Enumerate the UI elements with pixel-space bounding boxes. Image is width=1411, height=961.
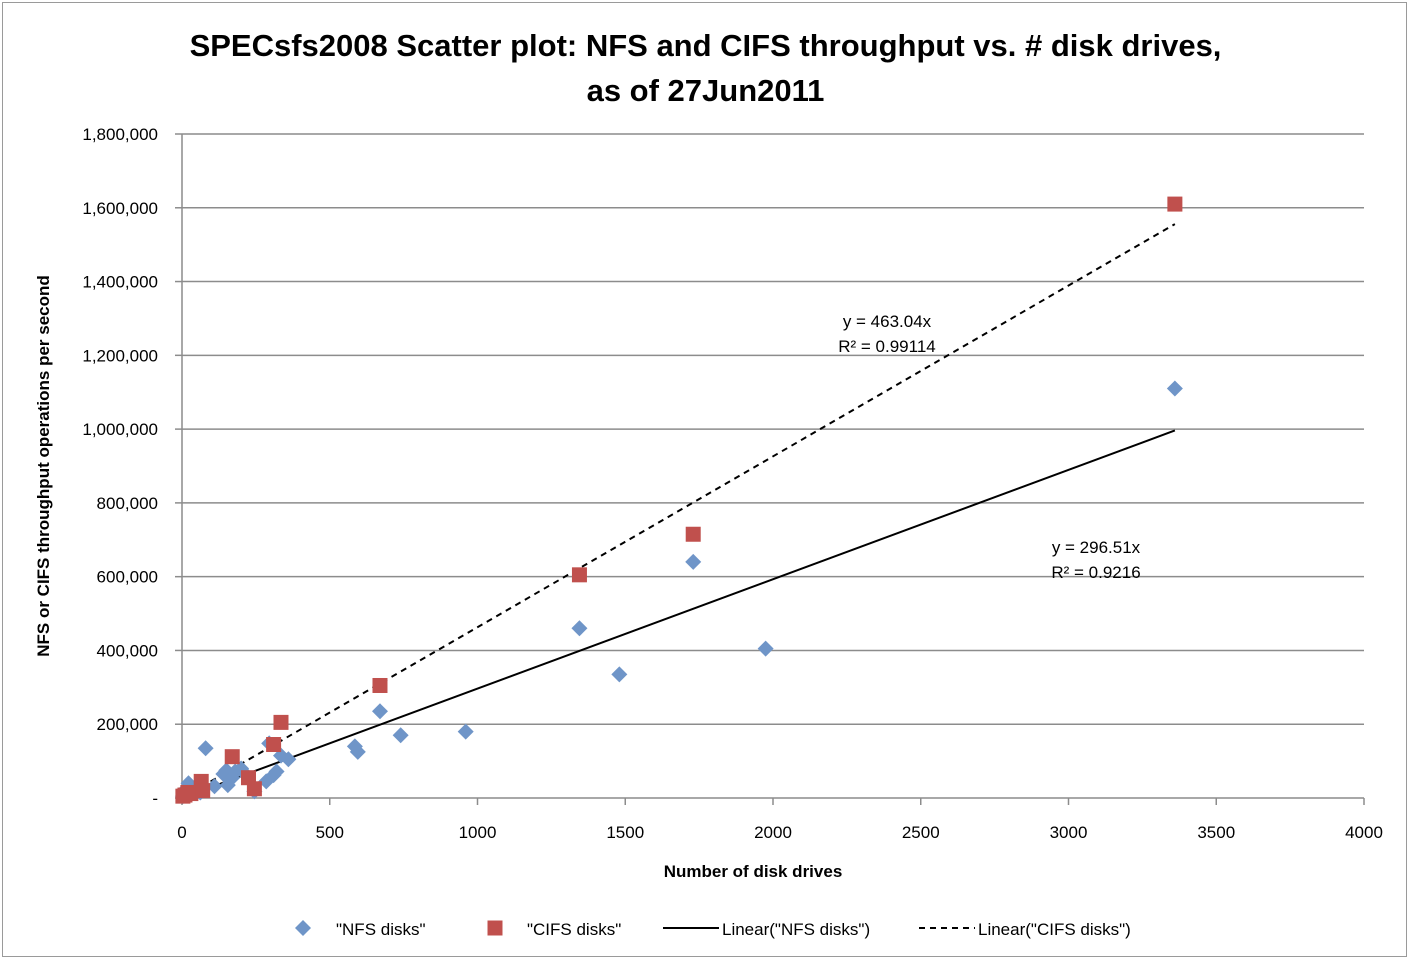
trendline-nfs [181,429,1176,799]
cifs-point [685,526,701,542]
x-tick-label: 1500 [606,823,644,842]
x-axis-title: Number of disk drives [664,862,843,881]
x-tick-label: 2500 [902,823,940,842]
nfs-point [685,553,702,570]
cifs-point [1167,196,1183,212]
data-points [174,196,1183,805]
nfs-point [392,727,409,744]
y-tick-label: 1,800,000 [82,125,158,144]
y-axis-title: NFS or CIFS throughput operations per se… [34,275,53,657]
legend-nfs-label: "NFS disks" [336,920,426,939]
chart-labels: - 200,000 400,000 600,000 800,000 1,000,000 1,… [34,125,1383,881]
trendline-equation: y = 463.04x [843,312,932,331]
cifs-point [266,737,282,753]
nfs-point [371,703,388,720]
nfs-point [349,743,366,760]
nfs-point [280,751,297,768]
x-tick-label: 4000 [1345,823,1383,842]
legend-cifs-marker [487,920,503,936]
legend: "NFS disks" "CIFS disks" Linear("NFS disks… [295,920,1131,939]
cifs-point [195,783,211,799]
cifs-point [183,786,199,802]
chart-title: SPECsfs2008 Scatter plot: NFS and CIFS t… [189,28,1222,63]
cifs-point [246,781,262,797]
trendline-cifs [181,223,1176,799]
y-tick-label: 400,000 [97,641,158,660]
x-tick-label: 3500 [1197,823,1235,842]
legend-cifs-label: "CIFS disks" [527,920,621,939]
legend-cifs-trend-label: Linear("CIFS disks") [978,920,1131,939]
axes [175,133,1365,805]
x-tick-label: 2000 [754,823,792,842]
trendlines [181,223,1176,799]
y-tick-label: - [152,789,158,808]
y-tick-label: 1,200,000 [82,346,158,365]
x-tick-label: 500 [316,823,344,842]
grid-lines [182,133,1364,725]
legend-nfs-marker [295,920,311,936]
legend-nfs-trend-label: Linear("NFS disks") [722,920,870,939]
x-tick-label: 1000 [459,823,497,842]
y-tick-label: 1,600,000 [82,199,158,218]
trendline-equation: y = 296.51x [1052,538,1141,557]
cifs-point [273,714,289,730]
y-tick-label: 200,000 [97,715,158,734]
nfs-point [757,640,774,657]
x-tick-label: 3000 [1050,823,1088,842]
nfs-point [197,740,214,757]
trendline-r2: R² = 0.9216 [1051,563,1140,582]
nfs-point [457,723,474,740]
y-tick-label: 1,000,000 [82,420,158,439]
x-tick-label: 0 [177,823,186,842]
cifs-point [224,749,240,765]
nfs-point [268,763,285,780]
trendline-r2: R² = 0.99114 [838,337,936,356]
y-tick-label: 600,000 [97,568,158,587]
nfs-point [611,666,628,683]
nfs-point [571,620,588,637]
cifs-point [571,567,587,583]
nfs-point [1166,380,1183,397]
chart-subtitle: as of 27Jun2011 [586,73,825,108]
y-tick-label: 1,400,000 [82,273,158,292]
nfs-point [206,778,223,795]
y-tick-label: 800,000 [97,494,158,513]
cifs-point [372,677,388,693]
